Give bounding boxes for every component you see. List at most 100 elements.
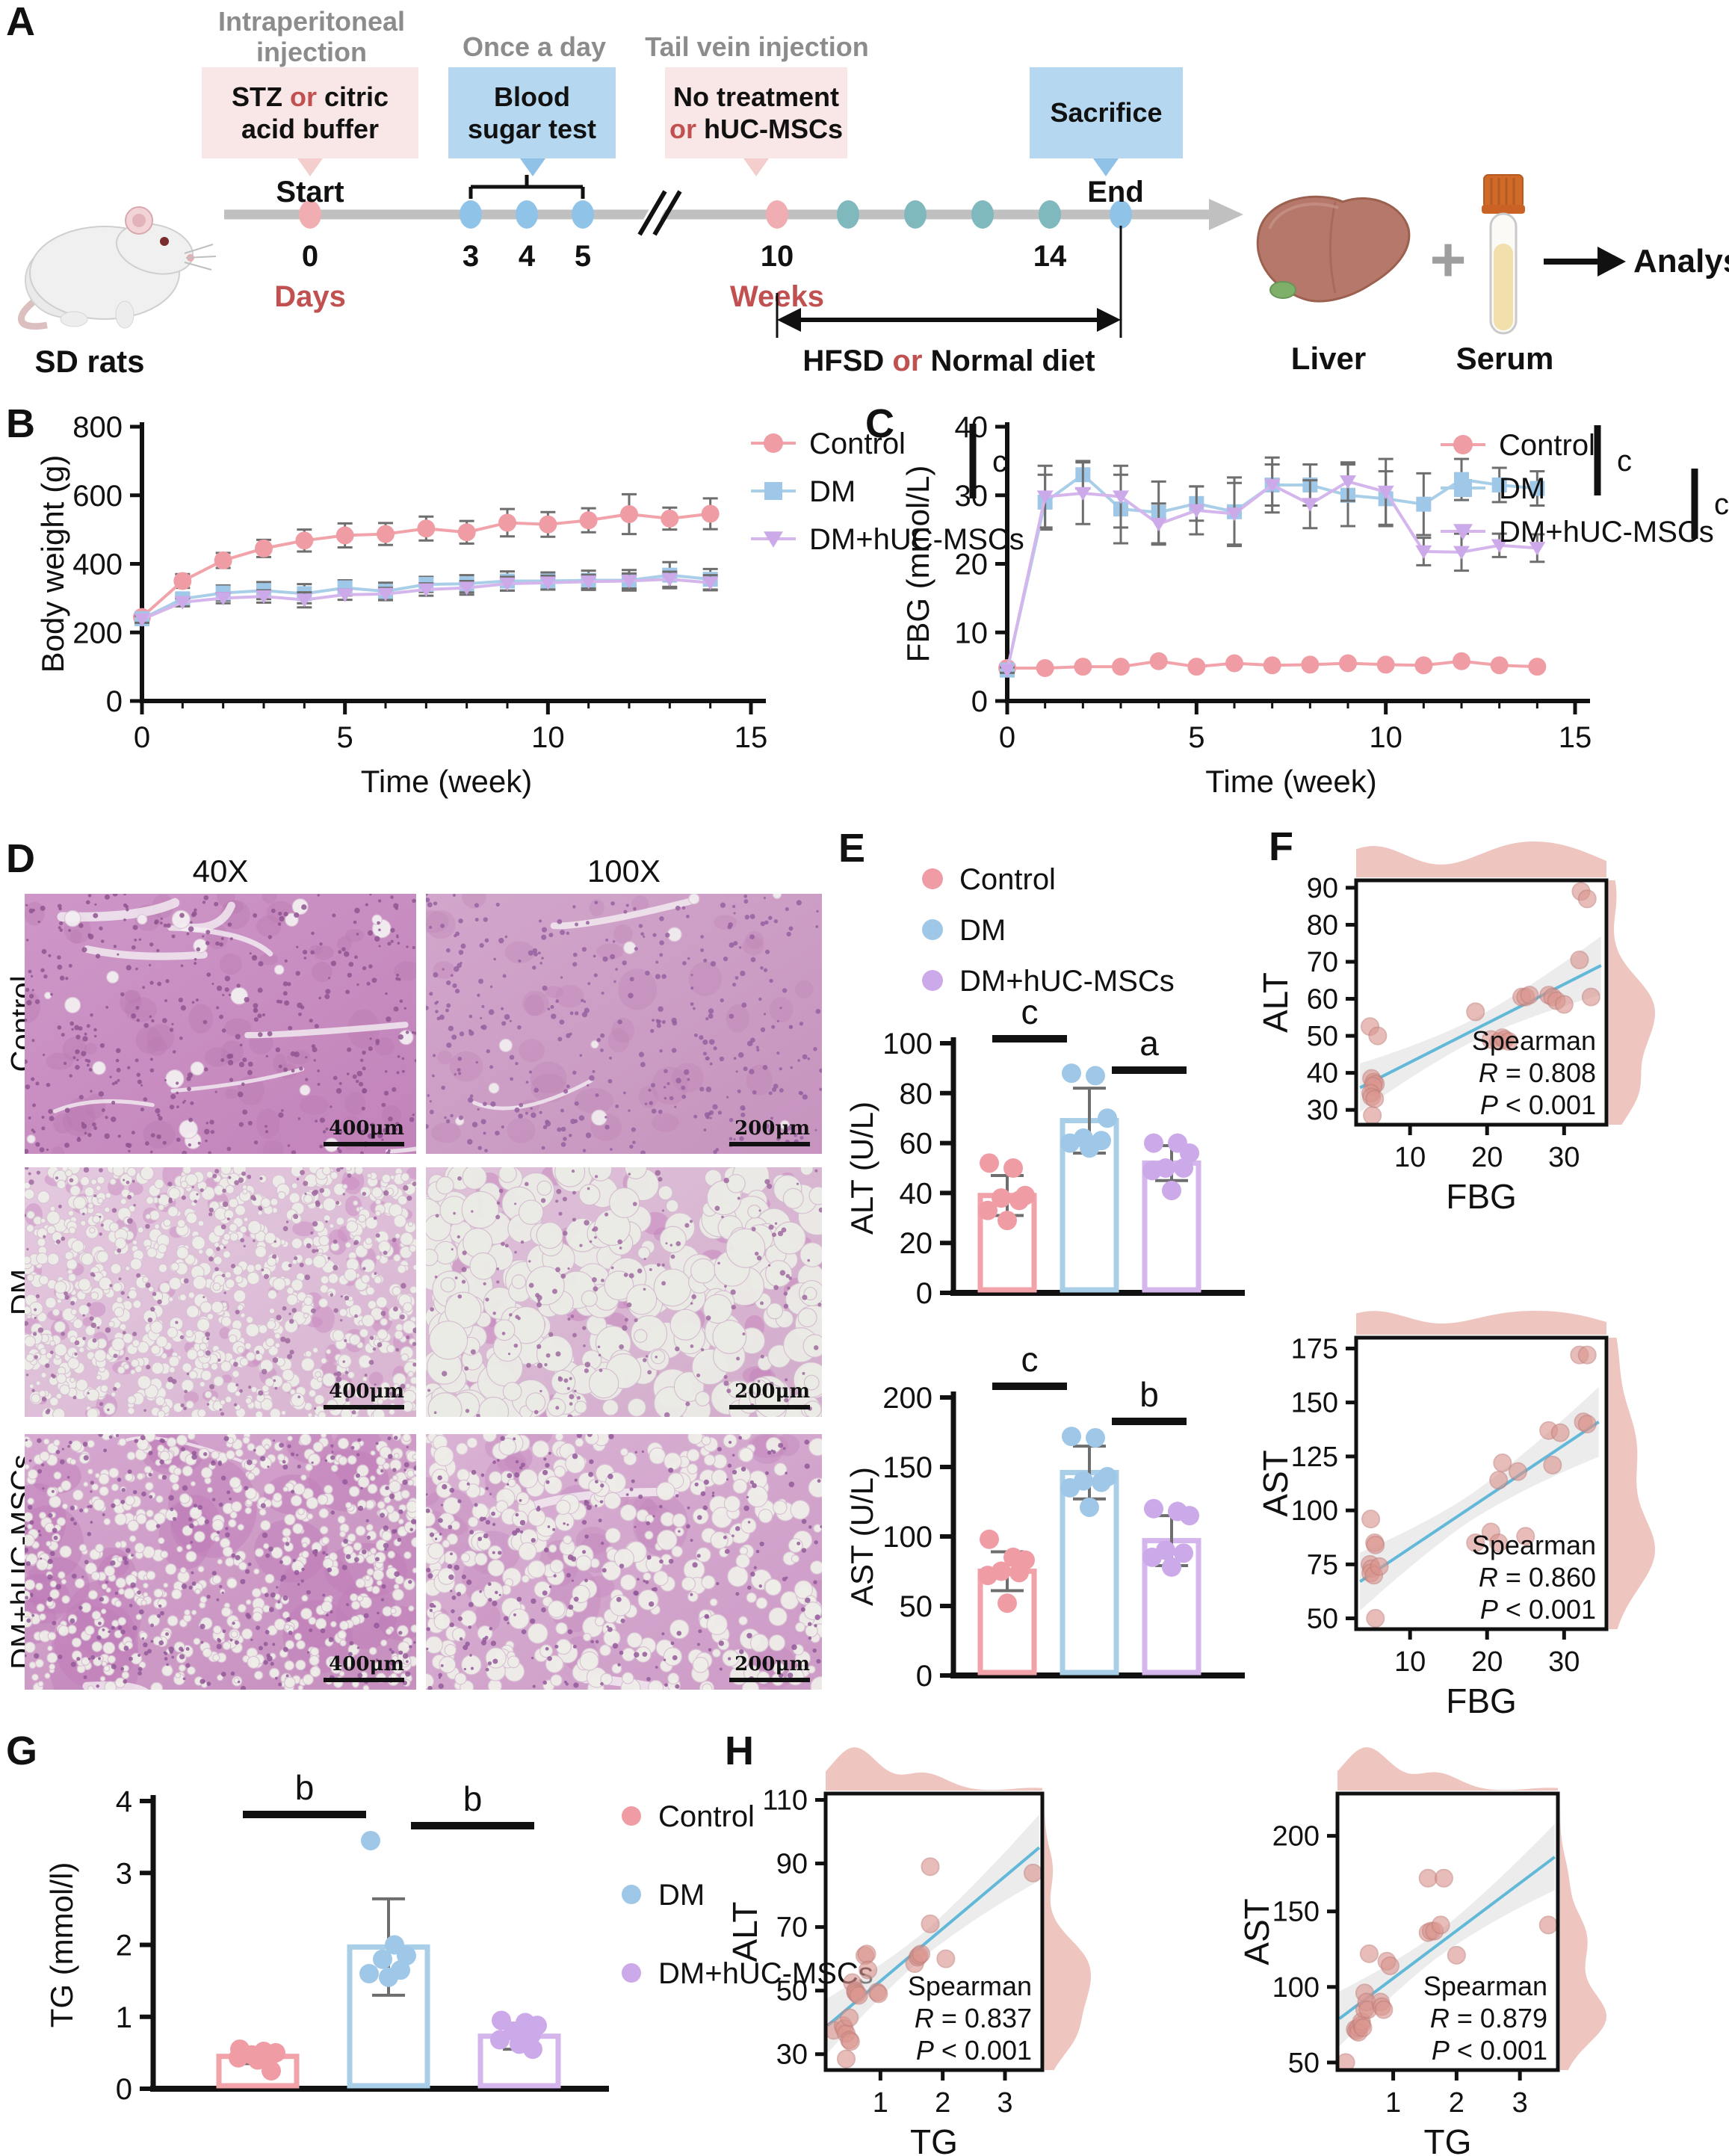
micrograph-control-100x: 200μm <box>426 894 822 1154</box>
svg-text:0: 0 <box>302 240 318 273</box>
step-box-text: Sacrifice <box>1050 97 1163 129</box>
x-axis-label: Time (week) <box>1205 764 1376 799</box>
regression-line <box>1338 1856 1556 2020</box>
blood-test-bracket <box>468 175 585 199</box>
callout-pointer <box>297 158 323 176</box>
bar-group-Control <box>977 1153 1037 1293</box>
series-Control <box>998 652 1547 677</box>
svg-text:10: 10 <box>531 721 565 754</box>
y-axis-label: TG (mmol/l) <box>44 1862 79 2028</box>
micrograph-dm-huc-mscs-40x: 400μm <box>25 1434 416 1690</box>
x-axis-label: FBG <box>1446 1681 1517 1720</box>
svg-text:400: 400 <box>72 549 123 581</box>
svg-text:14: 14 <box>1033 240 1067 273</box>
callout-pointer <box>1093 158 1119 176</box>
scatter-points <box>1336 1868 1558 2072</box>
blood-sugar-test-box: Blood sugar test <box>448 67 616 158</box>
timeline-dot <box>837 200 859 229</box>
y-axis-label: ALT <box>726 1902 764 1962</box>
days-unit: Days <box>274 280 346 313</box>
x-axis-label: FBG <box>1446 1177 1517 1216</box>
svg-text:200: 200 <box>72 617 123 649</box>
y-axis-label: FBG (mmol/L) <box>900 466 935 663</box>
sacrifice-box: Sacrifice <box>1030 67 1183 158</box>
micrograph-dm-huc-mscs-100x: 200μm <box>426 1434 822 1690</box>
svg-text:600: 600 <box>72 480 123 513</box>
panel-label-e: E <box>838 826 866 871</box>
panel-label-d: D <box>6 836 35 881</box>
timeline-dot <box>460 200 482 229</box>
svg-text:0: 0 <box>134 721 150 754</box>
svg-text:15: 15 <box>1559 721 1592 754</box>
timeline-dot <box>1039 200 1061 229</box>
magnification-header-40x: 40X <box>192 853 249 889</box>
diet-span-arrow: HFSD or Normal diet <box>776 226 1122 377</box>
svg-text:20: 20 <box>955 549 989 581</box>
bar-group-Control <box>977 1529 1037 1675</box>
timeline-dot <box>299 200 321 229</box>
svg-text:15: 15 <box>734 721 768 754</box>
y-axis-label: ALT <box>1256 972 1295 1033</box>
y-axis-label: AST <box>1237 1898 1276 1965</box>
step-box-text: STZ or citric acid buffer <box>231 81 389 144</box>
svg-text:30: 30 <box>955 480 989 513</box>
start-label: Start <box>276 176 344 209</box>
svg-text:c: c <box>1714 488 1729 521</box>
svg-text:DM: DM <box>809 475 856 508</box>
svg-text:c: c <box>1617 445 1632 478</box>
confidence-band <box>1339 1823 1555 2046</box>
y-axis-label: AST (U/L) <box>844 1467 879 1606</box>
regression-line <box>1359 1421 1600 1584</box>
x-axis-label: TG <box>1424 2122 1472 2156</box>
fbg-line-chart: 0 10 20 30 40 0 5 10 15 Time (week) FBG (mmol/L) Co… <box>900 411 1729 799</box>
serum-tube-icon <box>1482 174 1525 335</box>
bar-group-DM+hUC-MSCs <box>1142 1498 1201 1675</box>
marginal-densities <box>826 1747 1091 2070</box>
axes: 0 200 400 600 800 0 5 10 15 Time (week) Body weigh… <box>35 411 767 799</box>
rat-label: SD rats <box>34 344 144 379</box>
step-title-intraperitoneal: Intraperitoneal injection <box>217 6 406 68</box>
legend: Control DM DM+hUC-MSCs c <box>751 424 1024 556</box>
svg-text:Control: Control <box>809 427 906 460</box>
timeline-dot <box>1110 200 1132 229</box>
svg-text:5: 5 <box>1188 721 1204 754</box>
serum-label: Serum <box>1456 341 1554 376</box>
confidence-band <box>1360 936 1601 1112</box>
marginal-densities <box>1356 1311 1655 1629</box>
panel-label-a: A <box>6 0 35 44</box>
step-title-tail-vein: Tail vein injection <box>645 31 869 62</box>
x-axis-label: Time (week) <box>361 764 532 799</box>
x-axis-label: TG <box>910 2122 958 2156</box>
series-DM+hUC-MSCs <box>134 570 719 627</box>
step-title-once-a-day: Once a day <box>462 31 607 62</box>
stz-injection-box: STZ or citric acid buffer <box>202 67 418 158</box>
end-label: End <box>1087 176 1144 209</box>
bar-group-DM <box>347 1830 430 2089</box>
svg-text:3: 3 <box>463 240 479 273</box>
svg-text:10: 10 <box>761 240 794 273</box>
panel-label-f: F <box>1269 824 1293 869</box>
bar-group-DM+hUC-MSCs <box>1142 1133 1201 1293</box>
scale-bar: 400μm <box>324 1380 404 1409</box>
marginal-densities <box>1337 1747 1606 2070</box>
scale-bar: 400μm <box>324 1653 404 1682</box>
timeline-dot <box>766 200 788 229</box>
svg-text:4: 4 <box>519 240 536 273</box>
timeline-dot <box>516 200 538 229</box>
marginal-densities <box>1356 841 1655 1125</box>
